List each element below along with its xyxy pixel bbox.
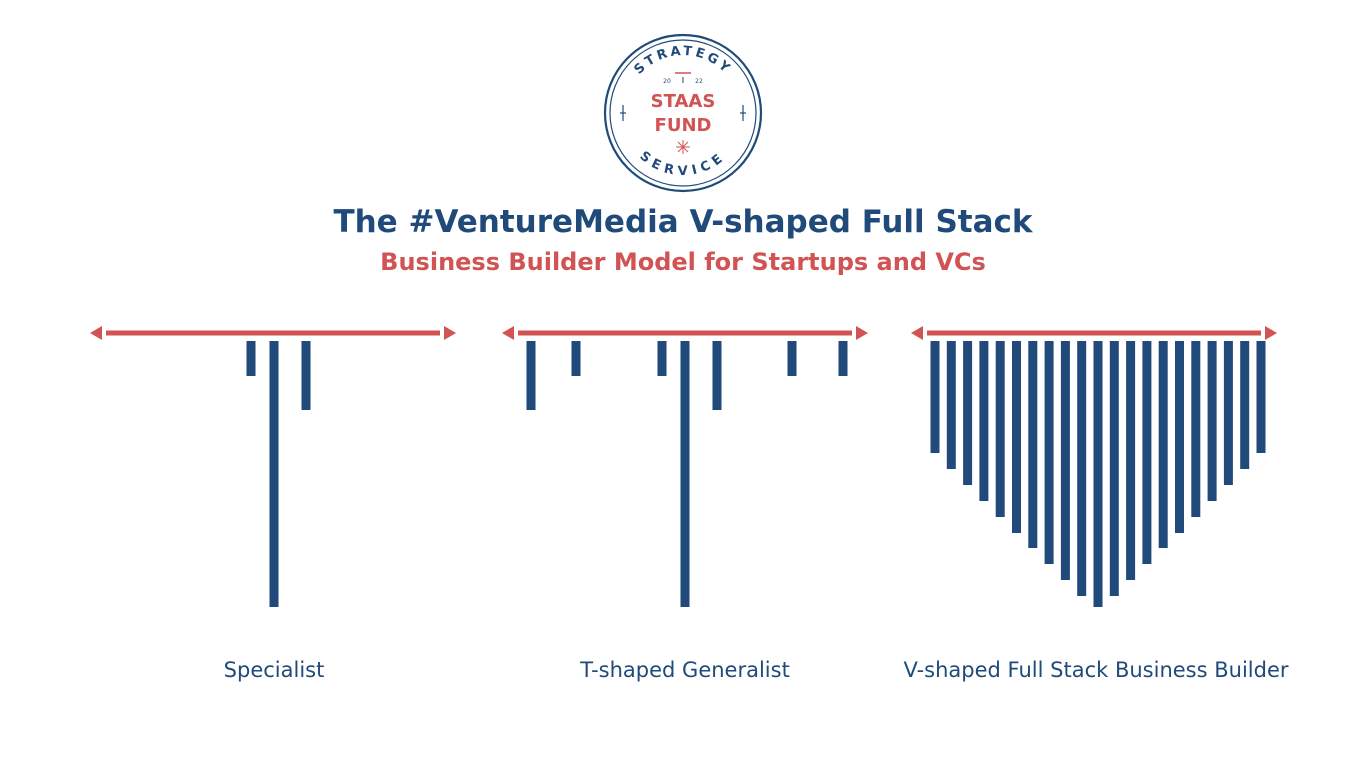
logo-name-line1: STAAS	[651, 91, 716, 112]
skill-depth-bar-t-shaped-5	[712, 341, 722, 410]
skill-depth-bar-t-shaped-7	[838, 341, 848, 376]
skill-depth-bar-v-shaped-14	[1142, 341, 1152, 564]
logo-year-right: 22	[695, 78, 703, 85]
skill-depth-bar-v-shaped-17	[1191, 341, 1201, 517]
skill-depth-bar-t-shaped-4	[680, 341, 690, 607]
skill-depth-bar-v-shaped-19	[1223, 341, 1233, 485]
skill-depth-bar-v-shaped-18	[1207, 341, 1217, 501]
page-subtitle: Business Builder Model for Startups and …	[380, 248, 986, 276]
skill-depth-bar-v-shaped-21	[1256, 341, 1266, 453]
logo-side-marks-icon	[620, 105, 746, 121]
skill-depth-bar-t-shaped-3	[657, 341, 667, 376]
skill-depth-bar-v-shaped-20	[1240, 341, 1250, 469]
skill-depth-bar-v-shaped-6	[1012, 341, 1021, 533]
skill-depth-bar-v-shaped-9	[1060, 341, 1070, 580]
skill-depth-bar-v-shaped-3	[963, 341, 973, 485]
skill-depth-bar-v-shaped-12	[1109, 341, 1119, 596]
breadth-arrow-left-head-specialist	[90, 326, 102, 340]
logo-year-left: 20	[663, 78, 671, 85]
breadth-arrow-left-head-t-shaped	[502, 326, 514, 340]
skill-depth-bar-v-shaped-8	[1044, 341, 1054, 564]
skill-depth-bar-specialist-3	[301, 341, 311, 410]
breadth-arrow-right-head-specialist	[444, 326, 456, 340]
skill-depth-bar-specialist-1	[246, 341, 256, 376]
page-title: The #VentureMedia V-shaped Full Stack	[333, 204, 1033, 240]
skill-depth-bar-v-shaped-1	[930, 341, 940, 453]
skill-depth-bar-v-shaped-7	[1028, 341, 1038, 548]
skill-depth-bar-t-shaped-2	[571, 341, 581, 376]
skill-depth-bar-v-shaped-10	[1077, 341, 1087, 596]
caption-v-shaped-business-builder: V-shaped Full Stack Business Builder	[903, 658, 1289, 682]
skill-depth-bar-v-shaped-4	[979, 341, 989, 501]
logo-star-icon	[676, 140, 690, 154]
skill-depth-bar-v-shaped-2	[946, 341, 956, 469]
skill-depth-bar-v-shaped-11	[1093, 341, 1103, 607]
skill-depth-bar-v-shaped-13	[1126, 341, 1136, 580]
skill-depth-bar-t-shaped-1	[526, 341, 536, 410]
skill-depth-bar-v-shaped-16	[1175, 341, 1184, 533]
staas-fund-logo: STRATEGY SERVICE 20 22 STAAS FUND	[603, 33, 763, 193]
caption-t-shaped-generalist: T-shaped Generalist	[580, 658, 790, 682]
caption-specialist: Specialist	[223, 658, 325, 682]
breadth-arrow-left-head-v-shaped	[911, 326, 923, 340]
skill-depth-bar-t-shaped-6	[787, 341, 797, 376]
breadth-arrow-right-head-t-shaped	[856, 326, 868, 340]
skill-depth-bar-v-shaped-5	[995, 341, 1005, 517]
breadth-arrow-right-head-v-shaped	[1265, 326, 1277, 340]
logo-name-line2: FUND	[655, 115, 712, 136]
skill-depth-bar-v-shaped-15	[1158, 341, 1168, 548]
skill-depth-bar-specialist-2	[269, 341, 279, 607]
